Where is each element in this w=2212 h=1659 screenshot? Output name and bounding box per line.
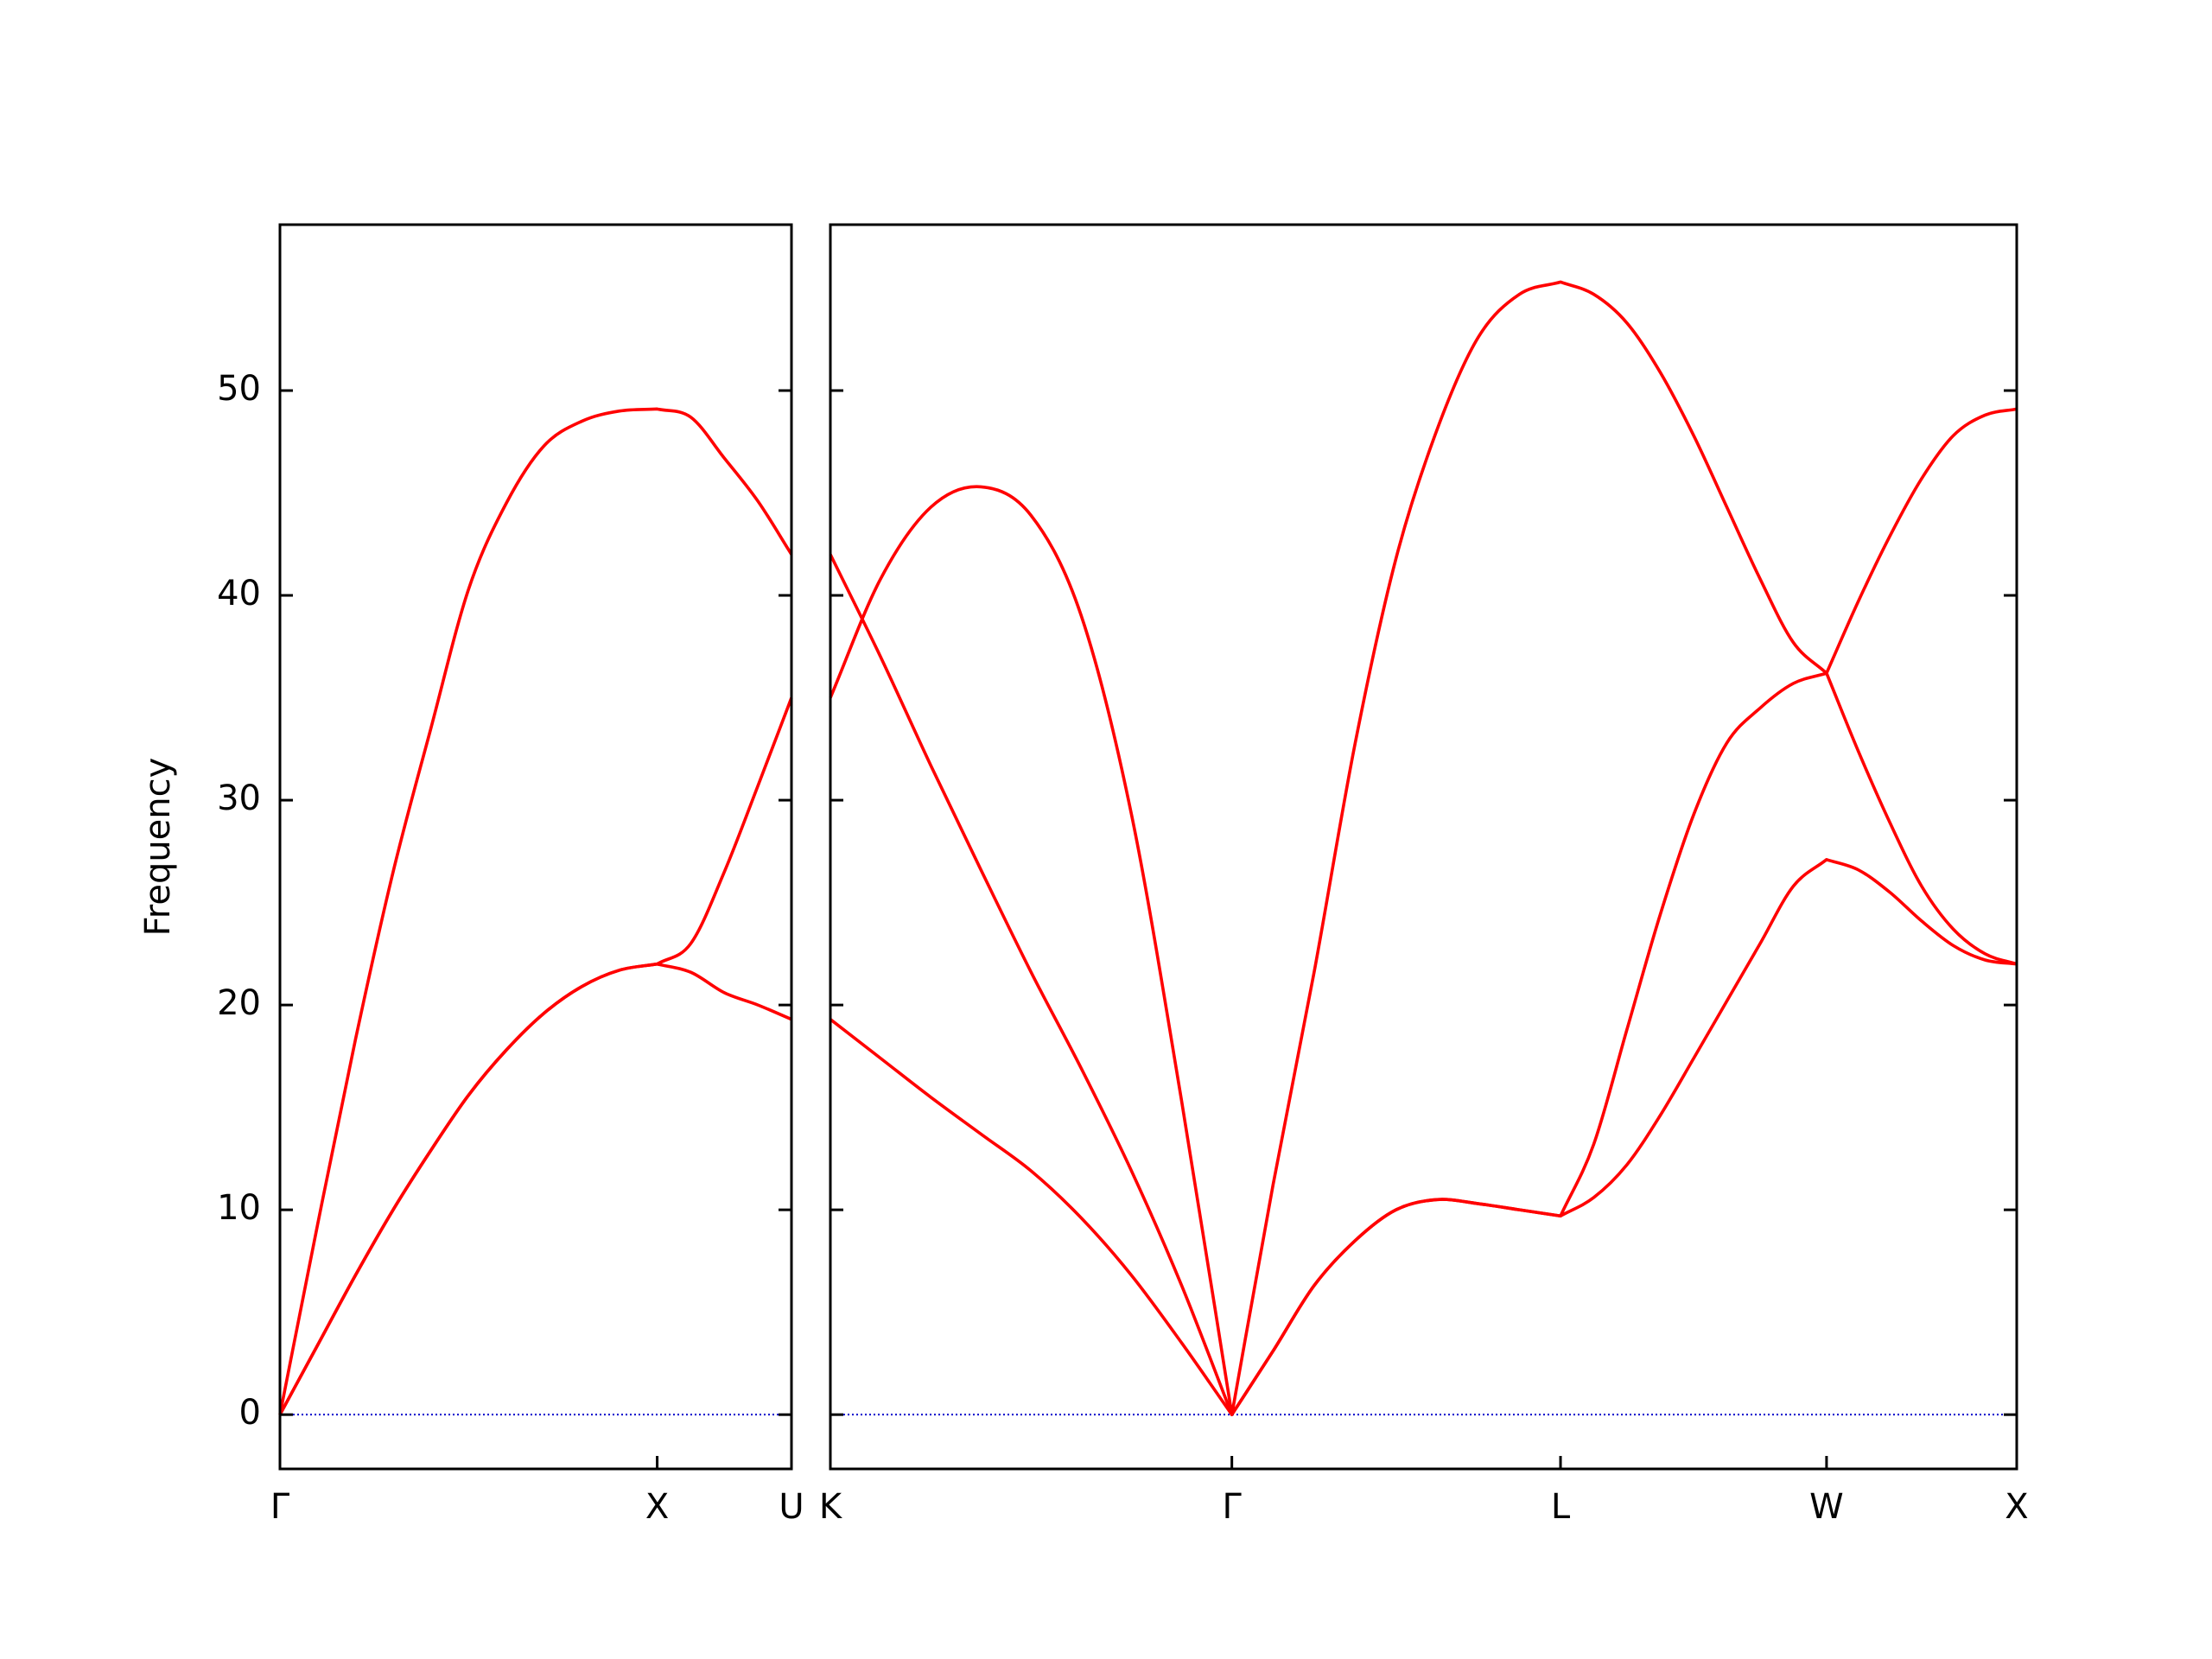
plot-frame [829, 223, 2018, 1471]
x-tick-label: Γ [1223, 1487, 1243, 1527]
band-line [829, 553, 2018, 1416]
y-tick-label: 40 [217, 574, 261, 613]
plot-frame [278, 223, 793, 1471]
y-tick-label: 0 [239, 1393, 261, 1433]
band-line [829, 858, 2018, 1416]
x-tick-label: X [2005, 1487, 2028, 1527]
x-tick-label: W [1809, 1487, 1844, 1527]
y-axis-label: Frequency [138, 758, 178, 937]
x-tick-label: K [819, 1487, 843, 1527]
x-tick-label: Γ [270, 1487, 290, 1527]
x-tick-label: X [645, 1487, 669, 1527]
y-tick-label: 30 [217, 779, 261, 818]
y-tick-label: 50 [217, 369, 261, 409]
band-line [278, 407, 793, 1415]
y-tick-label: 20 [217, 983, 261, 1023]
band-line [829, 280, 2018, 1416]
x-tick-label: U [779, 1487, 804, 1527]
x-tick-label: L [1551, 1487, 1571, 1527]
band-line [278, 696, 793, 1416]
y-tick-label: 10 [217, 1188, 261, 1228]
